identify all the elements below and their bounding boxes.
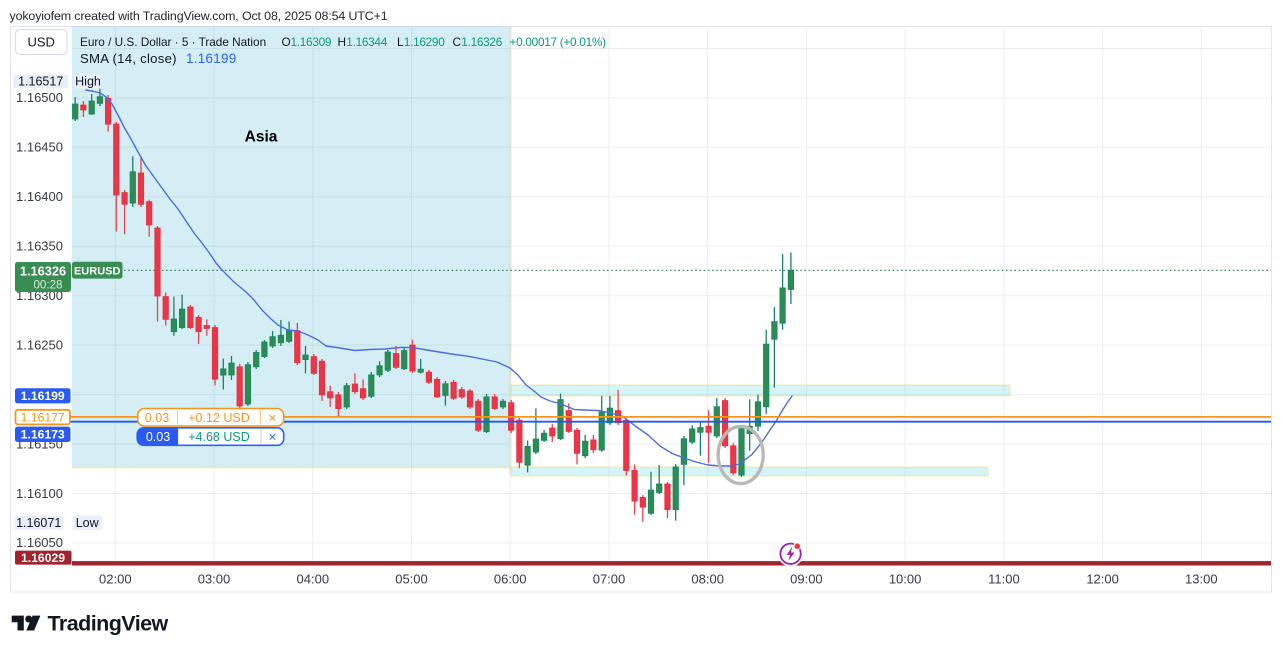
svg-text:O: O — [282, 35, 291, 49]
svg-text:09:00: 09:00 — [790, 571, 823, 586]
svg-text:02:00: 02:00 — [99, 571, 132, 586]
svg-text:Euro / U.S. Dollar · 5 · Trade: Euro / U.S. Dollar · 5 · Trade Nation — [80, 35, 266, 49]
svg-text:0.03: 0.03 — [146, 430, 170, 444]
svg-text:1.16450: 1.16450 — [16, 140, 63, 155]
svg-text:Low: Low — [76, 516, 100, 530]
svg-text:06:00: 06:00 — [494, 571, 527, 586]
svg-text:USD: USD — [27, 34, 54, 49]
svg-text:1.16326: 1.16326 — [20, 263, 66, 278]
svg-text:1.16071: 1.16071 — [16, 516, 61, 530]
svg-text:+4.68 USD: +4.68 USD — [188, 430, 250, 444]
svg-text:C: C — [453, 35, 462, 49]
svg-text:×: × — [269, 430, 277, 445]
svg-text:10:00: 10:00 — [889, 571, 922, 586]
svg-text:1.16029: 1.16029 — [21, 551, 65, 565]
svg-text:1.16500: 1.16500 — [16, 90, 63, 105]
svg-text:yokoyiofem created with Tradin: yokoyiofem created with TradingView.com,… — [10, 9, 388, 23]
svg-text:SMA (14, close): SMA (14, close) — [80, 51, 177, 66]
svg-text:04:00: 04:00 — [297, 571, 330, 586]
svg-text:1.16250: 1.16250 — [16, 337, 63, 352]
svg-text:1.16309: 1.16309 — [291, 35, 332, 49]
svg-text:1.16177: 1.16177 — [21, 410, 65, 424]
svg-text:1.16350: 1.16350 — [16, 239, 63, 254]
svg-text:High: High — [75, 75, 101, 89]
svg-text:11:00: 11:00 — [988, 571, 1020, 586]
svg-text:+0.00017 (+0.01%): +0.00017 (+0.01%) — [510, 35, 607, 49]
svg-text:1.16344: 1.16344 — [346, 35, 387, 49]
svg-text:08:00: 08:00 — [691, 571, 724, 586]
svg-text:L: L — [397, 35, 404, 49]
svg-text:13:00: 13:00 — [1185, 571, 1218, 586]
svg-text:1.16199: 1.16199 — [186, 51, 237, 66]
svg-text:EURUSD: EURUSD — [74, 265, 121, 277]
svg-text:1.16400: 1.16400 — [16, 189, 63, 204]
svg-text:03:00: 03:00 — [198, 571, 231, 586]
svg-text:1.16100: 1.16100 — [16, 486, 63, 501]
svg-text:H: H — [338, 35, 347, 49]
svg-text:+0.12 USD: +0.12 USD — [188, 411, 250, 425]
svg-text:12:00: 12:00 — [1086, 571, 1119, 586]
svg-text:07:00: 07:00 — [593, 571, 626, 586]
svg-text:05:00: 05:00 — [395, 571, 428, 586]
svg-text:×: × — [269, 410, 277, 425]
svg-text:00:28: 00:28 — [33, 279, 62, 292]
svg-text:0.03: 0.03 — [145, 411, 169, 425]
svg-text:1.16199: 1.16199 — [21, 389, 65, 403]
svg-text:1.16290: 1.16290 — [404, 35, 445, 49]
svg-text:1.16326: 1.16326 — [461, 35, 502, 49]
svg-text:1.16173: 1.16173 — [21, 428, 65, 442]
svg-text:1.16050: 1.16050 — [16, 535, 63, 550]
svg-text:1.16517: 1.16517 — [18, 75, 63, 89]
svg-text:TradingView: TradingView — [48, 612, 169, 636]
svg-text:Asia: Asia — [245, 129, 278, 146]
